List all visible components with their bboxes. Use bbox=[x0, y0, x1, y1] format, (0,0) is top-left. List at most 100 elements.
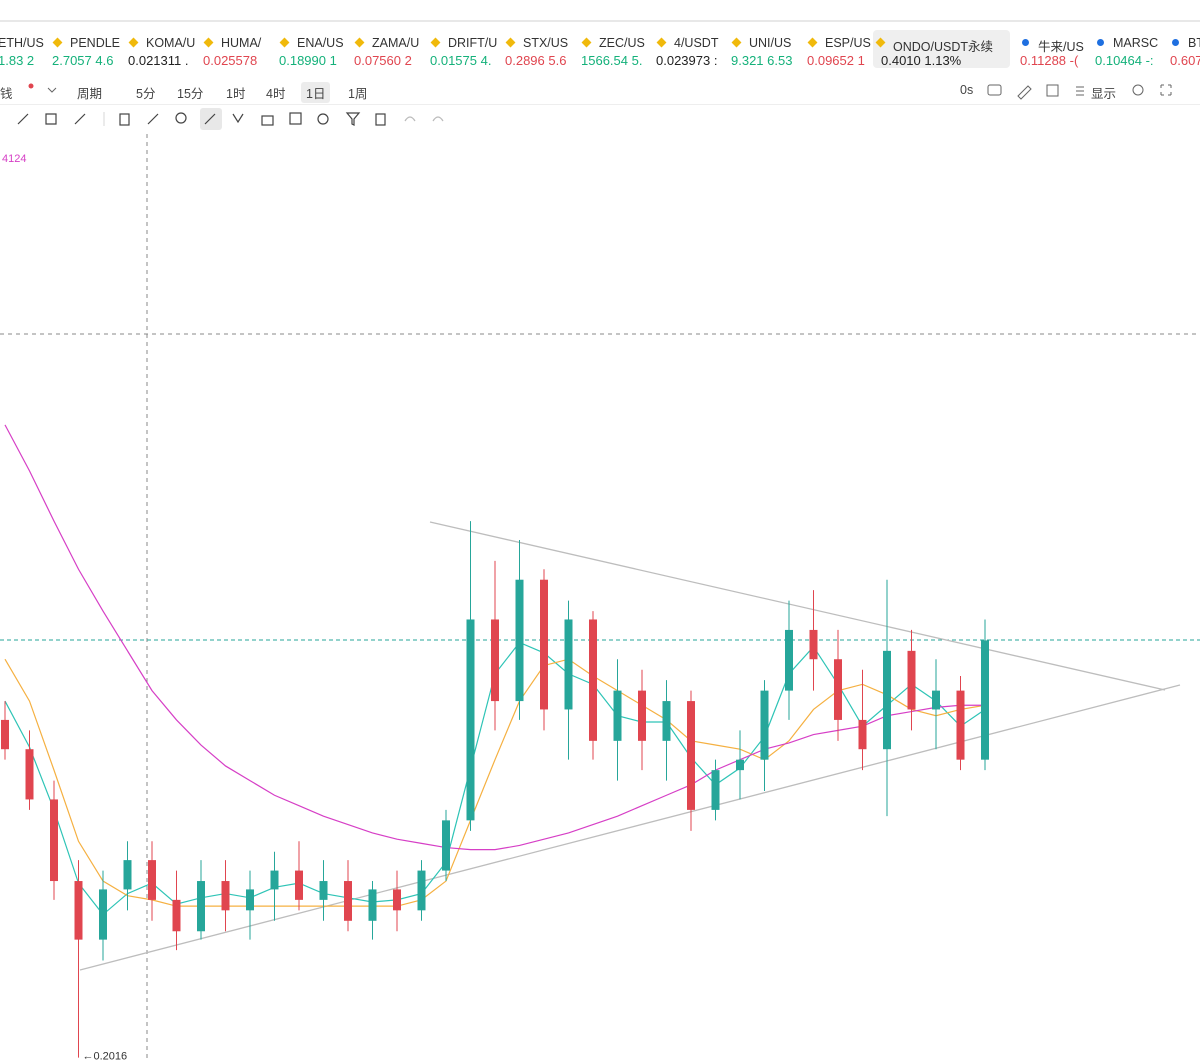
interval-button[interactable]: 1时 bbox=[226, 87, 246, 101]
interval-button[interactable]: 1周 bbox=[348, 87, 368, 101]
candle-body bbox=[148, 860, 156, 900]
candle-body bbox=[1, 719, 9, 750]
candle-body bbox=[74, 881, 83, 940]
ticker-quote: 0.11288 -( bbox=[1020, 53, 1079, 68]
toolbar: 钱 周期 5分 15分 1时 4时 1日 1周 0s 显示 bbox=[0, 78, 1200, 105]
ticker-tab[interactable]: UNI/US 9.321 6.53 bbox=[729, 30, 803, 68]
ticker-tab[interactable]: ZEC/US 1566.54 5. bbox=[579, 30, 652, 68]
ticker-tab[interactable]: ZAMA/U 0.07560 2 bbox=[352, 30, 426, 68]
ticker-icon bbox=[875, 37, 886, 48]
candle-body bbox=[932, 690, 940, 710]
candle-body bbox=[99, 889, 107, 940]
ticker-quote: 0.021311 . bbox=[128, 53, 189, 68]
ticker-icon bbox=[279, 37, 290, 48]
candle-body bbox=[883, 650, 891, 750]
candle-body bbox=[736, 759, 744, 771]
candle-body bbox=[638, 690, 646, 741]
candle-body bbox=[613, 690, 622, 741]
ticker-name: HUMA/ bbox=[221, 36, 262, 50]
moving-average-line bbox=[4, 658, 986, 907]
ticker-tab[interactable]: STX/US 0.2896 5.6 bbox=[503, 30, 577, 68]
ticker-tab[interactable]: MARSC 0.10464 -: bbox=[1093, 30, 1166, 68]
candle-body bbox=[687, 701, 695, 810]
display-button[interactable]: 显示 bbox=[1091, 87, 1117, 101]
candle-body bbox=[540, 579, 548, 710]
candle-body bbox=[760, 690, 769, 760]
ticker-name: 4/USDT bbox=[674, 36, 719, 50]
candle-body bbox=[50, 799, 58, 882]
ticker-tab[interactable]: KOMA/U 0.021311 . bbox=[126, 30, 199, 68]
timer: 0s bbox=[960, 83, 974, 97]
ticker-icon bbox=[203, 37, 214, 48]
candle-body bbox=[858, 719, 867, 750]
candle-body bbox=[466, 619, 475, 821]
ticker-tab[interactable]: HUMA/0.025578 bbox=[201, 30, 275, 68]
candle-body bbox=[123, 860, 132, 890]
candle-body bbox=[907, 650, 916, 710]
ticker-name: ZEC/US bbox=[599, 36, 645, 50]
ticker-name: UNI/US bbox=[749, 36, 792, 50]
candle-body bbox=[368, 889, 377, 921]
ticker-name: ENA/US bbox=[297, 36, 344, 50]
candle-body bbox=[785, 629, 793, 691]
top-border bbox=[0, 20, 1200, 22]
ticker-quote: 0.07560 2 bbox=[354, 53, 412, 68]
interval-button[interactable]: 15分 bbox=[177, 87, 204, 101]
ticker-tab[interactable]: ONDO/USDT永续 0.4010 1.13% bbox=[873, 30, 1010, 68]
candle-body bbox=[319, 881, 328, 900]
ticker-icon bbox=[731, 37, 742, 48]
ticker-tab[interactable]: ENA/US 0.18990 1 bbox=[277, 30, 350, 68]
ticker-name: ESP/US bbox=[825, 36, 871, 50]
candle-body bbox=[393, 889, 401, 911]
interval-button[interactable]: 5分 bbox=[136, 87, 156, 101]
candle-body bbox=[25, 749, 34, 800]
ticker-name: DRIFT/U bbox=[448, 36, 498, 50]
low-arrow: ← bbox=[83, 1051, 94, 1061]
ticker-name: KOMA/U bbox=[146, 36, 196, 50]
toolbar-icons bbox=[28, 83, 1172, 100]
low-price-label: 0.2016 bbox=[94, 1051, 128, 1061]
candle-body bbox=[197, 881, 205, 932]
candle-body bbox=[956, 690, 965, 760]
ticker-quote: 0.10464 -: bbox=[1095, 53, 1154, 68]
ticker-name: BT bbox=[1188, 36, 1200, 50]
interval-button[interactable]: 1日 bbox=[301, 82, 331, 103]
ticker-icon bbox=[1097, 39, 1104, 46]
ticker-icon bbox=[656, 37, 667, 48]
candle-body bbox=[662, 701, 671, 741]
toolbar-item: 钱 bbox=[0, 87, 13, 101]
ticker-tab[interactable]: ETH/US 1.83 2 bbox=[0, 30, 48, 68]
candle-body bbox=[834, 659, 842, 720]
ticker-tab[interactable]: 牛来/US 0.11288 -( bbox=[1018, 30, 1091, 68]
candle-body bbox=[711, 770, 720, 810]
ticker-name: PENDLE bbox=[70, 36, 121, 50]
ticker-quote: 0.2896 5.6 bbox=[505, 53, 567, 68]
ticker-quote: 1566.54 5. bbox=[581, 53, 643, 68]
ticker-tab[interactable]: PENDLE 2.7057 4.6 bbox=[50, 30, 124, 68]
candle-body bbox=[417, 870, 426, 911]
ticker-quote: 0.09652 1 bbox=[807, 53, 865, 68]
toolbar-item[interactable]: 周期 bbox=[77, 87, 103, 101]
ticker-name: 牛来/US bbox=[1038, 40, 1084, 54]
candle-body bbox=[246, 889, 254, 911]
candle-body bbox=[344, 881, 352, 921]
ticker-tab[interactable]: DRIFT/U 0.01575 4. bbox=[428, 30, 501, 68]
ticker-icon bbox=[581, 37, 592, 48]
ticker-tab[interactable]: BT 0.607 bbox=[1168, 30, 1200, 68]
ticker-name: STX/US bbox=[523, 36, 569, 50]
ticker-quote: 0.607 bbox=[1170, 53, 1200, 68]
ticker-name: ZAMA/U bbox=[372, 36, 420, 50]
ticker-quote: 9.321 6.53 bbox=[731, 53, 793, 68]
ticker-tab[interactable]: ESP/US 0.09652 1 bbox=[805, 30, 871, 68]
ticker-icon bbox=[52, 37, 63, 48]
interval-button[interactable]: 4时 bbox=[266, 87, 286, 101]
candle-body bbox=[221, 881, 230, 911]
ticker-tab[interactable]: 4/USDT 0.023973 : bbox=[654, 30, 727, 68]
candle-body bbox=[589, 619, 597, 741]
drawing-tools bbox=[17, 108, 444, 130]
candlestick-chart: 4124 ← 0.2016 bbox=[0, 134, 1200, 1061]
ticker-quote: 1.83 2 bbox=[0, 53, 35, 68]
ticker-icon bbox=[430, 37, 441, 48]
candle-body bbox=[270, 870, 279, 890]
